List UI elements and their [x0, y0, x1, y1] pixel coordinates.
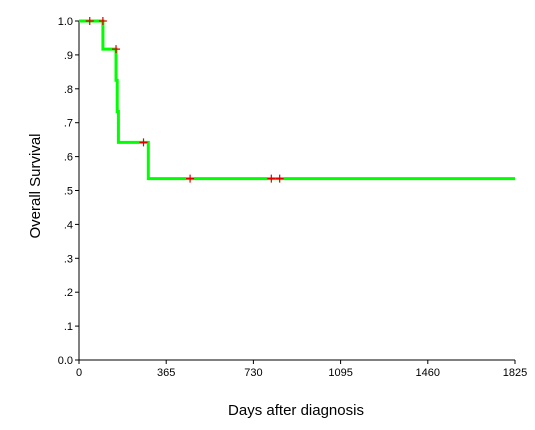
y-tick-label: 1.0 — [58, 16, 73, 28]
censor-mark — [98, 17, 107, 25]
censor-mark — [186, 174, 195, 183]
x-tick-label: 730 — [244, 367, 262, 379]
y-tick-label: 0.0 — [58, 355, 73, 367]
y-tick-label: .4 — [64, 219, 73, 231]
censor-mark — [275, 174, 284, 183]
y-tick-label: .2 — [64, 287, 73, 299]
y-axis-title: Overall Survival — [27, 133, 44, 238]
y-tick-label: .6 — [64, 152, 73, 164]
plot-series — [79, 17, 515, 183]
x-tick-label: 1460 — [416, 367, 440, 379]
censor-mark — [139, 138, 148, 147]
censor-mark — [267, 174, 276, 183]
survival-curve — [79, 19, 515, 181]
y-tick-label: .9 — [64, 50, 73, 62]
x-tick-label: 1825 — [503, 367, 527, 379]
y-ticks: 0.0 .1 .2 .3 .4 .5 .6 .7 .8 .9 1.0 — [58, 16, 79, 367]
y-tick-label: .1 — [64, 321, 73, 333]
x-tick-label: 1095 — [328, 367, 352, 379]
y-tick-label: .7 — [64, 118, 73, 130]
x-axis-title: Days after diagnosis — [228, 402, 364, 419]
censor-mark — [85, 17, 94, 25]
y-tick-label: .8 — [64, 84, 73, 96]
axes — [78, 21, 515, 361]
x-ticks: 0 365 730 1095 1460 1825 — [76, 360, 527, 379]
x-tick-label: 0 — [76, 367, 82, 379]
y-tick-label: .3 — [64, 253, 73, 265]
censor-mark — [112, 45, 121, 54]
y-tick-label: .5 — [64, 186, 73, 198]
x-tick-label: 365 — [157, 367, 175, 379]
